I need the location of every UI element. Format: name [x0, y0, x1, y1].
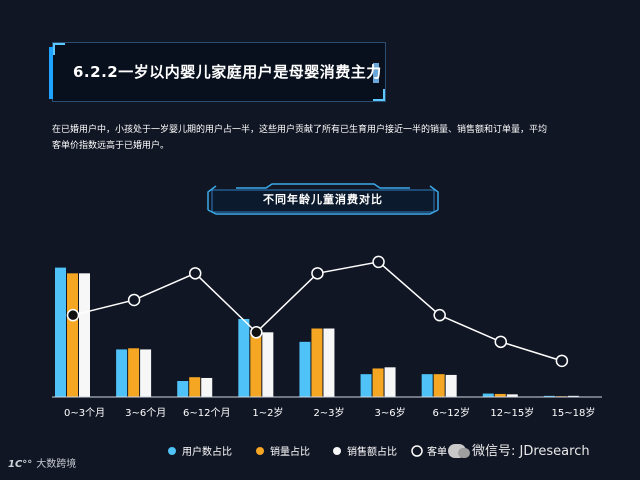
- description-line-1: 在已婚用户中，小孩处于一岁婴儿期的用户占一半，这些用户贡献了所有已生育用户接近一…: [52, 125, 548, 135]
- x-tick-label: 3~6个月: [125, 407, 166, 419]
- wechat-icon: [448, 443, 470, 458]
- brand-logo: 1C°° 大数跨境: [8, 455, 76, 470]
- brand-logo-mark: 1C°°: [8, 459, 33, 470]
- legend-marker: [333, 447, 341, 455]
- bar-sales-amount: [506, 394, 518, 397]
- x-tick-label: 12~15岁: [490, 406, 534, 419]
- legend-label: 用户数占比: [182, 445, 232, 458]
- bar-sales-amount: [201, 377, 213, 397]
- bar-sales-volume: [128, 348, 140, 397]
- title-right-decoration: [373, 63, 379, 83]
- bar-users: [482, 393, 494, 397]
- x-tick-label: 6~12个月: [183, 407, 230, 419]
- watermark-text: 微信号: JDresearch: [472, 444, 590, 459]
- bar-users: [360, 374, 372, 397]
- legend-marker: [256, 447, 264, 455]
- bar-sales-amount: [140, 349, 152, 397]
- bar-users: [116, 349, 128, 397]
- line-point-avg-order-value: [494, 335, 508, 349]
- legend-label: 销量占比: [270, 445, 310, 458]
- x-tick-label: 0~3个月: [64, 407, 105, 419]
- legend-label: 客单: [427, 445, 447, 458]
- x-tick-label: 1~2岁: [252, 406, 283, 419]
- x-tick-label: 15~18岁: [552, 406, 596, 419]
- bar-sales-amount: [445, 374, 457, 397]
- x-tick-label: 3~6岁: [375, 406, 406, 419]
- line-point-avg-order-value: [433, 308, 446, 322]
- bar-users: [238, 318, 250, 397]
- bar-sales-volume: [67, 273, 78, 397]
- bar-sales-volume: [433, 374, 445, 397]
- line-point-avg-order-value: [127, 293, 141, 307]
- x-tick-label: 2~3岁: [313, 406, 344, 419]
- line-point-avg-order-value: [250, 326, 263, 339]
- title-corner-decoration: [53, 43, 65, 55]
- bar-users: [421, 374, 433, 397]
- chart-title: 不同年龄儿童消费对比: [263, 193, 383, 206]
- bar-sales-amount: [384, 367, 396, 397]
- bar-sales-volume: [494, 393, 506, 397]
- chart-title-frame: 不同年龄儿童消费对比: [206, 182, 440, 216]
- bar-sales-amount: [323, 328, 335, 397]
- bar-sales-amount: [262, 332, 274, 397]
- description-paragraph: 在已婚用户中，小孩处于一岁婴儿期的用户占一半，这些用户贡献了所有已生育用户接近一…: [52, 122, 592, 154]
- bar-users: [543, 395, 555, 397]
- brand-logo-text: 大数跨境: [36, 459, 77, 470]
- page-title: 6.2.2一岁以内婴儿家庭用户是母婴消费主力: [73, 63, 382, 81]
- chart-title-border: [207, 183, 439, 215]
- line-point-avg-order-value: [311, 267, 324, 280]
- title-banner: 6.2.2一岁以内婴儿家庭用户是母婴消费主力: [49, 42, 386, 102]
- bar-sales-volume: [311, 328, 323, 397]
- bar-sales-amount: [79, 273, 90, 397]
- bar-sales-volume: [250, 332, 262, 397]
- x-tick-label: 6~12岁: [432, 406, 469, 419]
- wechat-watermark: 微信号: JDresearch: [448, 440, 590, 459]
- line-point-avg-order-value: [372, 255, 385, 269]
- bar-users: [55, 267, 66, 397]
- bar-sales-volume: [189, 377, 201, 397]
- title-corner-decoration: [373, 89, 385, 101]
- bar-users: [177, 381, 189, 397]
- legend-label: 销售额占比: [347, 445, 397, 458]
- line-point-avg-order-value: [188, 267, 202, 280]
- line-point-avg-order-value: [66, 308, 80, 322]
- bar-sales-amount: [567, 395, 579, 397]
- legend-marker: [411, 445, 423, 457]
- title-accent-bar: [49, 47, 53, 99]
- bar-sales-volume: [372, 368, 384, 397]
- description-line-2: 客单价指数远高于已婚用户。: [52, 141, 170, 151]
- line-point-avg-order-value: [555, 354, 569, 368]
- legend-marker: [168, 447, 176, 455]
- bar-users: [299, 341, 311, 397]
